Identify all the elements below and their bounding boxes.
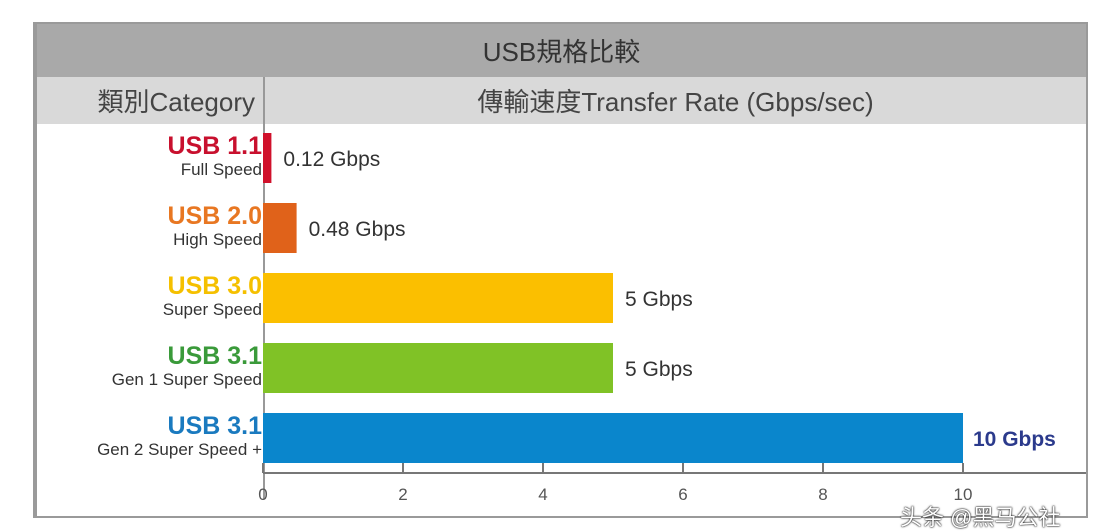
category-label: USB 1.1 Full Speed — [168, 133, 262, 180]
category-name: USB 2.0 — [167, 202, 262, 230]
x-tick-label: 2 — [398, 485, 407, 504]
watermark: 头条 @黑马公社 — [900, 505, 1061, 530]
category-label: USB 3.1 Gen 1 Super Speed — [112, 343, 262, 390]
category-subtitle: High Speed — [173, 230, 262, 249]
category-name: USB 1.1 — [167, 132, 262, 160]
category-label: USB 3.1 Gen 2 Super Speed + — [97, 413, 262, 460]
x-tick-label: 8 — [818, 485, 827, 504]
chart-title: USB規格比較 — [37, 24, 1086, 77]
x-tick-label: 4 — [538, 485, 547, 504]
category-name: USB 3.0 — [167, 272, 262, 300]
bar — [263, 273, 613, 323]
bar — [263, 133, 272, 183]
data-label: 0.12 Gbps — [283, 148, 380, 171]
value-header: 傳輸速度Transfer Rate (Gbps/sec) — [265, 77, 1086, 124]
category-header: 類別Category — [37, 77, 263, 124]
category-subtitle: Gen 1 Super Speed — [111, 370, 262, 389]
category-name: USB 3.1 — [167, 412, 262, 440]
x-tick-label: 10 — [954, 485, 973, 504]
data-label: 0.48 Gbps — [309, 218, 406, 241]
x-tick-label: 6 — [678, 485, 687, 504]
bar — [263, 343, 613, 393]
category-subtitle: Gen 2 Super Speed + — [97, 440, 262, 459]
data-label: 10 Gbps — [973, 428, 1056, 451]
category-label: USB 3.0 Super Speed — [163, 273, 262, 320]
category-subtitle: Full Speed — [180, 160, 262, 179]
bar — [263, 413, 963, 463]
category-name: USB 3.1 — [167, 342, 262, 370]
category-subtitle: Super Speed — [162, 300, 262, 319]
bar — [263, 203, 297, 253]
data-label: 5 Gbps — [625, 358, 693, 381]
category-label: USB 2.0 High Speed — [168, 203, 262, 250]
x-tick-label: 0 — [258, 485, 267, 504]
data-label: 5 Gbps — [625, 288, 693, 311]
